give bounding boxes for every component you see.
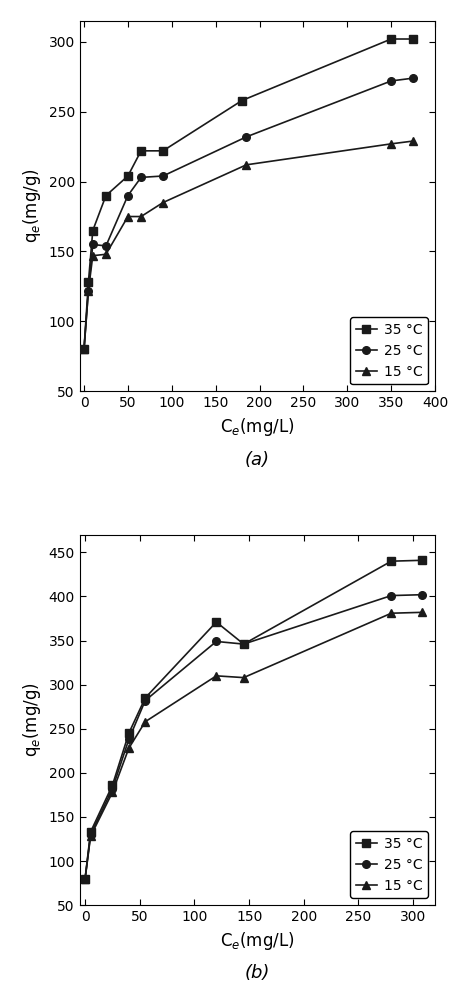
35 °C bbox=[143, 692, 148, 704]
Legend: 35 °C, 25 °C, 15 °C: 35 °C, 25 °C, 15 °C bbox=[350, 831, 428, 898]
Y-axis label: q$_e$(mg/g): q$_e$(mg/g) bbox=[21, 683, 43, 757]
15 °C bbox=[388, 138, 394, 150]
25 °C bbox=[160, 170, 166, 182]
25 °C bbox=[82, 873, 88, 885]
Text: (a): (a) bbox=[245, 451, 270, 469]
35 °C bbox=[125, 170, 131, 182]
35 °C bbox=[90, 225, 96, 237]
25 °C bbox=[388, 75, 394, 87]
35 °C bbox=[138, 145, 144, 157]
15 °C bbox=[160, 197, 166, 209]
15 °C bbox=[85, 285, 91, 297]
25 °C bbox=[213, 635, 219, 647]
25 °C bbox=[241, 638, 247, 650]
35 °C bbox=[419, 554, 425, 566]
15 °C bbox=[143, 716, 148, 728]
35 °C bbox=[241, 638, 247, 650]
15 °C bbox=[81, 343, 87, 355]
Y-axis label: q$_e$(mg/g): q$_e$(mg/g) bbox=[21, 169, 43, 243]
25 °C bbox=[126, 733, 132, 745]
15 °C bbox=[110, 786, 115, 798]
35 °C bbox=[410, 33, 416, 45]
25 °C bbox=[103, 240, 109, 252]
Legend: 35 °C, 25 °C, 15 °C: 35 °C, 25 °C, 15 °C bbox=[350, 317, 428, 384]
25 °C bbox=[243, 131, 249, 143]
25 °C bbox=[143, 695, 148, 707]
15 °C bbox=[213, 670, 219, 682]
35 °C bbox=[110, 779, 115, 791]
35 °C bbox=[213, 616, 219, 628]
35 °C bbox=[81, 343, 87, 355]
35 °C bbox=[88, 826, 93, 838]
35 °C bbox=[388, 555, 394, 567]
15 °C bbox=[103, 248, 109, 260]
Line: 15 °C: 15 °C bbox=[81, 609, 426, 883]
Line: 25 °C: 25 °C bbox=[81, 591, 426, 883]
25 °C bbox=[125, 190, 131, 202]
15 °C bbox=[243, 159, 249, 171]
35 °C bbox=[160, 145, 166, 157]
35 °C bbox=[388, 33, 394, 45]
35 °C bbox=[103, 190, 109, 202]
15 °C bbox=[241, 672, 247, 684]
15 °C bbox=[410, 135, 416, 147]
Text: (b): (b) bbox=[245, 964, 270, 982]
25 °C bbox=[90, 238, 96, 250]
25 °C bbox=[85, 285, 91, 297]
25 °C bbox=[388, 590, 394, 602]
Line: 35 °C: 35 °C bbox=[81, 556, 426, 883]
25 °C bbox=[110, 783, 115, 795]
Line: 15 °C: 15 °C bbox=[80, 137, 417, 353]
Line: 25 °C: 25 °C bbox=[80, 74, 417, 353]
35 °C bbox=[239, 95, 245, 107]
25 °C bbox=[81, 343, 87, 355]
Line: 35 °C: 35 °C bbox=[80, 35, 417, 353]
35 °C bbox=[85, 276, 91, 288]
15 °C bbox=[419, 606, 425, 618]
15 °C bbox=[88, 830, 93, 842]
35 °C bbox=[82, 873, 88, 885]
25 °C bbox=[138, 171, 144, 183]
15 °C bbox=[126, 742, 132, 754]
X-axis label: C$_e$(mg/L): C$_e$(mg/L) bbox=[220, 930, 295, 952]
25 °C bbox=[419, 589, 425, 601]
25 °C bbox=[410, 72, 416, 84]
15 °C bbox=[138, 211, 144, 223]
15 °C bbox=[125, 211, 131, 223]
X-axis label: C$_e$(mg/L): C$_e$(mg/L) bbox=[220, 416, 295, 438]
15 °C bbox=[90, 250, 96, 262]
15 °C bbox=[388, 607, 394, 619]
25 °C bbox=[88, 829, 93, 841]
35 °C bbox=[126, 727, 132, 739]
15 °C bbox=[82, 873, 88, 885]
